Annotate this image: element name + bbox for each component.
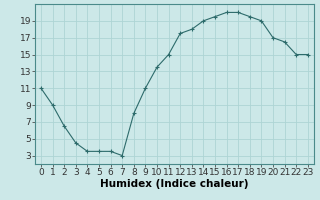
X-axis label: Humidex (Indice chaleur): Humidex (Indice chaleur) [100,179,249,189]
